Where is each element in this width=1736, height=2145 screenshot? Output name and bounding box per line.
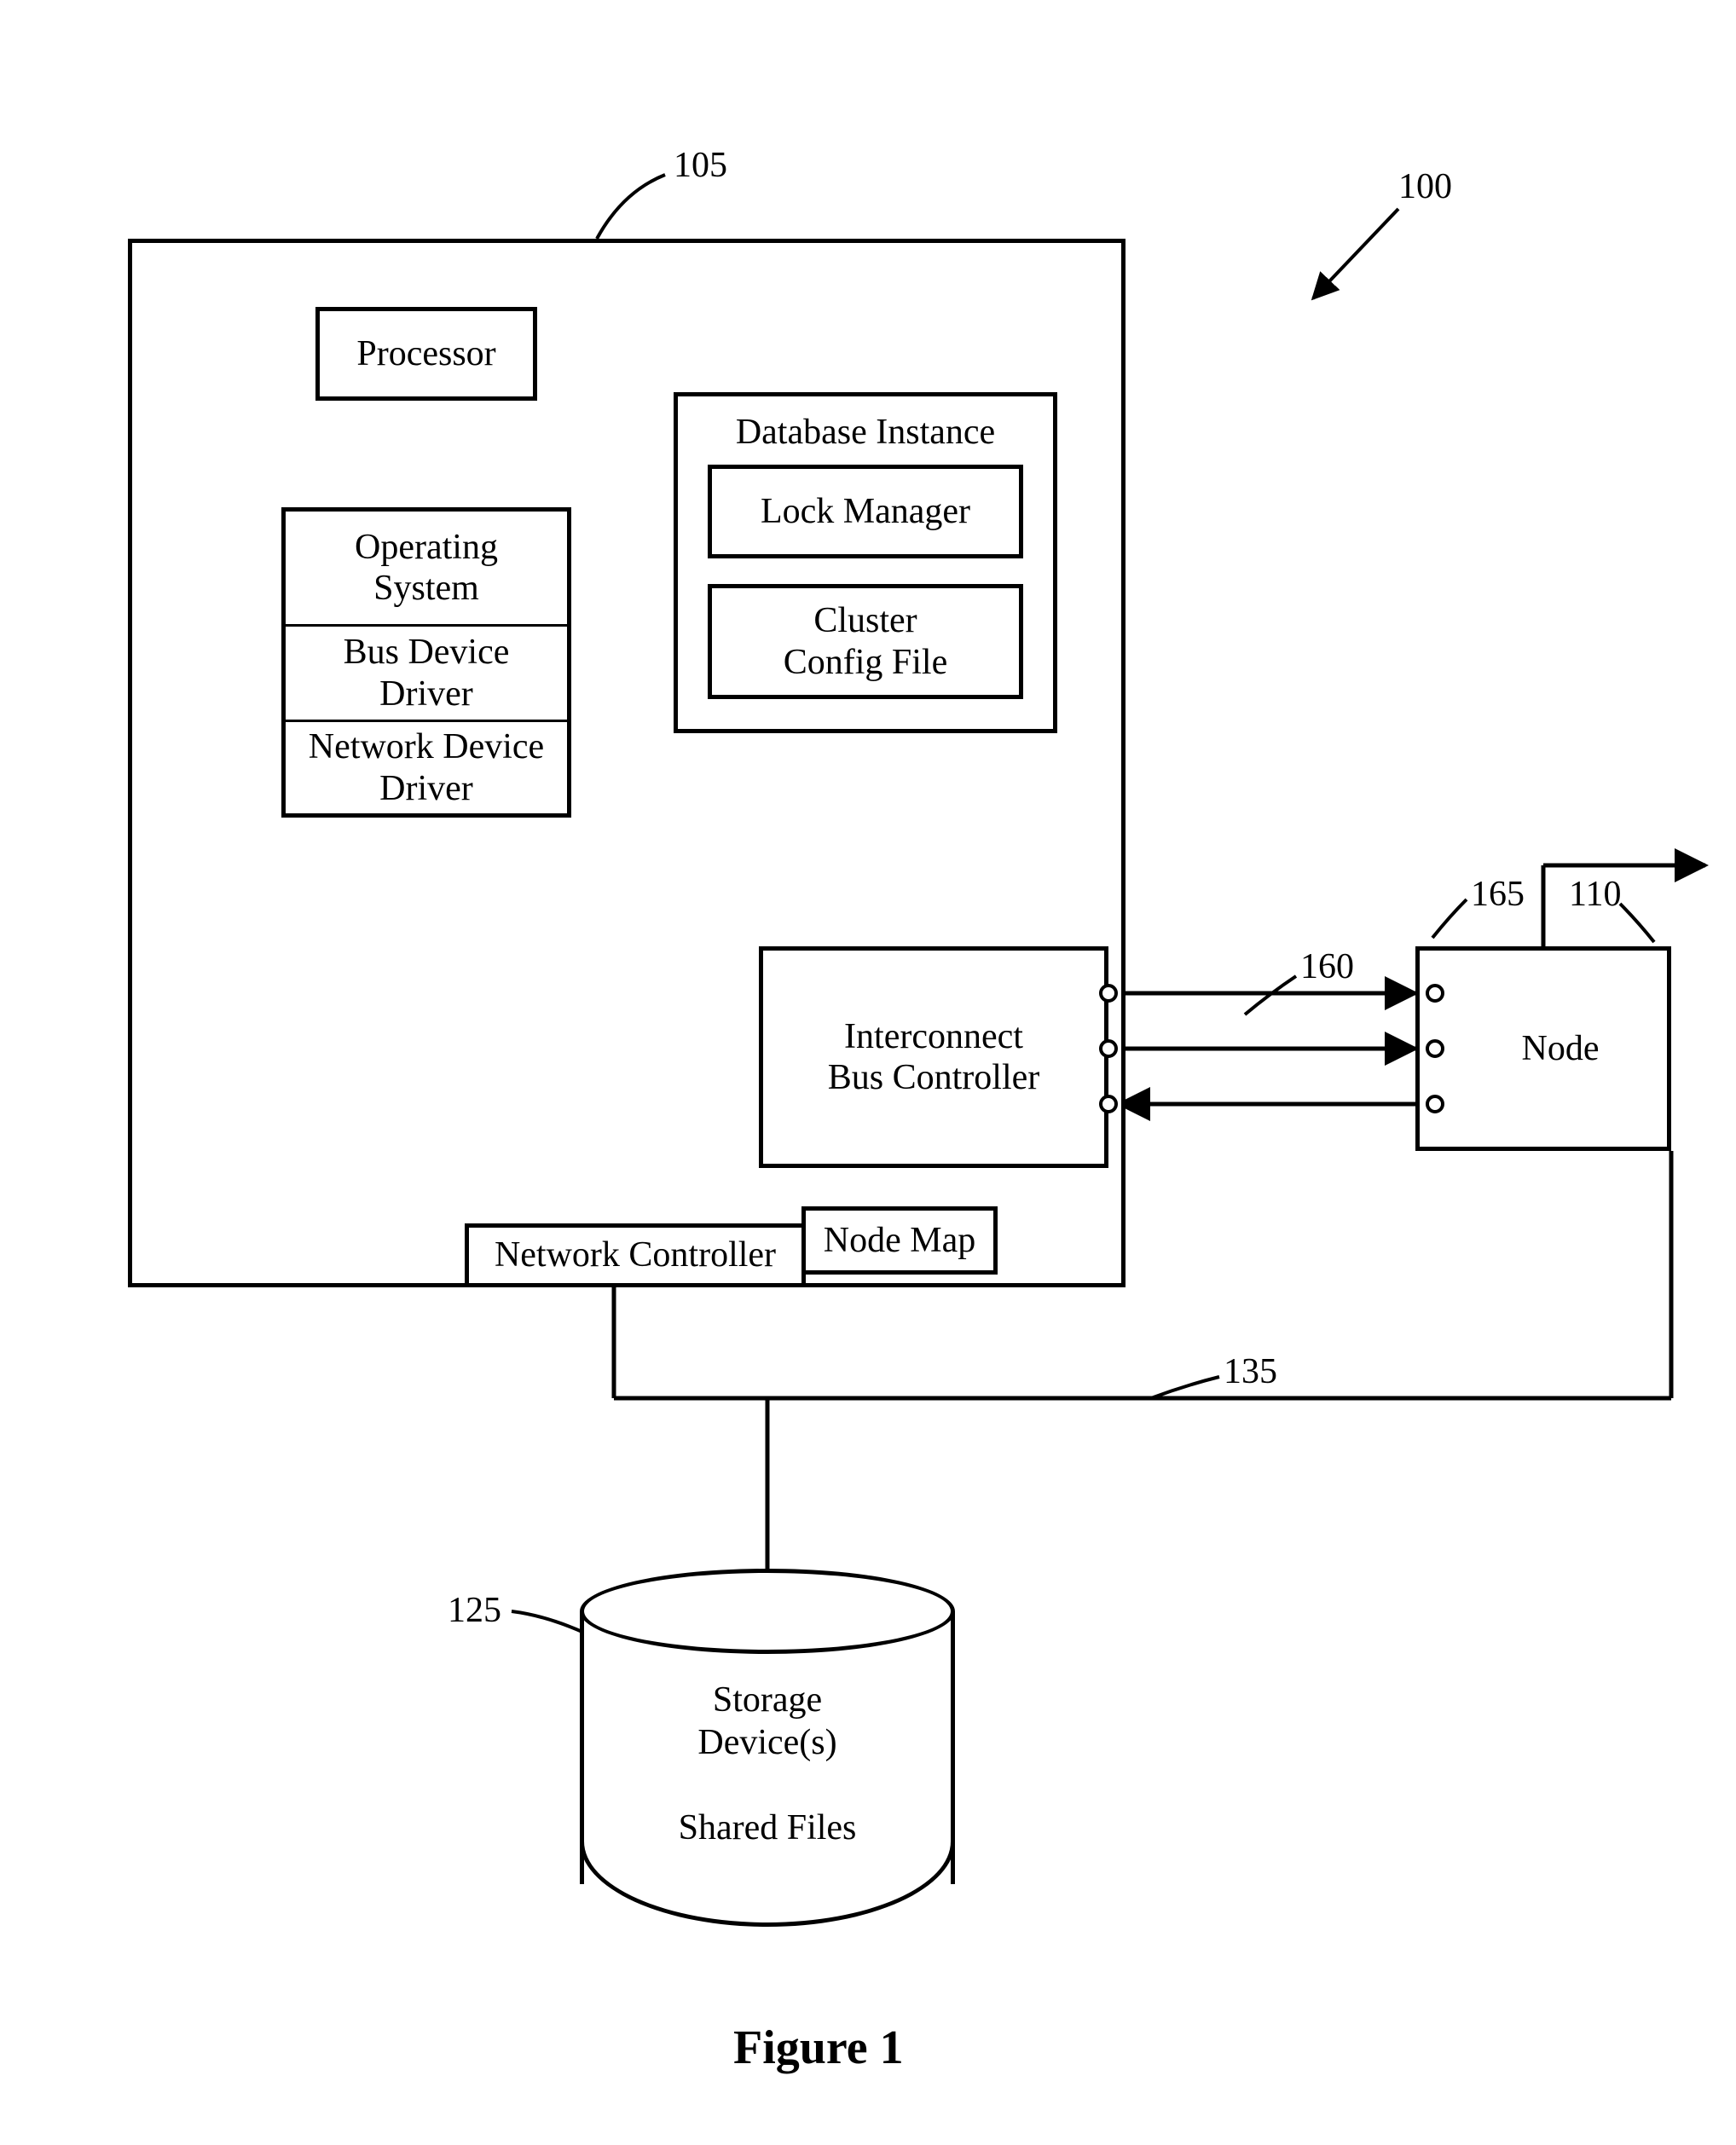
node-map-label: Node Map: [824, 1220, 975, 1261]
ref-135: 135: [1224, 1351, 1277, 1392]
figure-stage: Processor Operating System Bus Device Dr…: [0, 0, 1736, 2145]
ref-165b: 165: [1471, 874, 1525, 915]
storage-cylinder: Storage Device(s) Shared Files: [580, 1569, 955, 1927]
ref-100: 100: [1398, 166, 1452, 207]
node-box: Node: [1450, 946, 1671, 1151]
node-port-3: [1426, 1095, 1444, 1113]
ref-125: 125: [448, 1590, 501, 1631]
config-file-label: Cluster Config File: [784, 600, 948, 683]
bus-driver-label: Bus Device Driver: [344, 632, 510, 714]
lock-manager-label: Lock Manager: [761, 491, 970, 532]
interconnect-box: Interconnect Bus Controller: [759, 946, 1108, 1168]
node-port-1: [1426, 984, 1444, 1003]
lock-manager-box: Lock Manager: [708, 465, 1023, 558]
storage-line3: Shared Files: [580, 1807, 955, 1848]
interconnect-port-1: [1099, 984, 1118, 1003]
figure-caption: Figure 1: [733, 2021, 904, 2075]
ref-105: 105: [674, 145, 727, 186]
node-port-2: [1426, 1039, 1444, 1058]
network-controller-box: Network Controller: [465, 1223, 806, 1287]
ref-160: 160: [1300, 946, 1354, 987]
config-file-box: Cluster Config File: [708, 584, 1023, 699]
interconnect-port-2: [1099, 1039, 1118, 1058]
interconnect-port-3: [1099, 1095, 1118, 1113]
processor-label: Processor: [356, 333, 495, 374]
processor-box: Processor: [315, 307, 537, 401]
node-map-box: Node Map: [801, 1206, 998, 1275]
node-label: Node: [1522, 1028, 1600, 1069]
storage-line2: Device(s): [580, 1722, 955, 1763]
net-driver-label: Network Device Driver: [309, 726, 544, 809]
network-controller-label: Network Controller: [495, 1234, 776, 1275]
db-instance-label: Database Instance: [736, 412, 995, 453]
storage-line1: Storage: [580, 1680, 955, 1720]
os-box: Operating System: [281, 507, 571, 627]
ref-110: 110: [1569, 874, 1621, 915]
interconnect-label: Interconnect Bus Controller: [828, 1016, 1040, 1099]
os-label: Operating System: [355, 527, 498, 610]
net-driver-box: Network Device Driver: [281, 720, 571, 818]
bus-driver-box: Bus Device Driver: [281, 624, 571, 722]
